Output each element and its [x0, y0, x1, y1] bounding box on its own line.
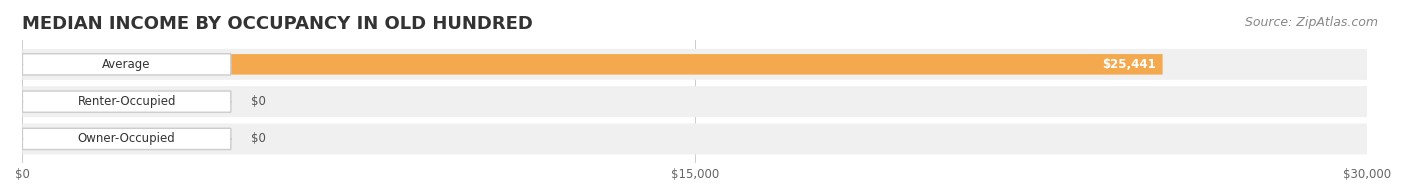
- Text: $25,441: $25,441: [1102, 58, 1156, 71]
- Text: $0: $0: [252, 132, 266, 145]
- FancyBboxPatch shape: [22, 123, 1367, 154]
- FancyBboxPatch shape: [22, 86, 1367, 117]
- Text: Owner-Occupied: Owner-Occupied: [77, 132, 176, 145]
- Text: Average: Average: [103, 58, 150, 71]
- FancyBboxPatch shape: [22, 54, 1163, 75]
- FancyBboxPatch shape: [22, 49, 1367, 80]
- Text: MEDIAN INCOME BY OCCUPANCY IN OLD HUNDRED: MEDIAN INCOME BY OCCUPANCY IN OLD HUNDRE…: [22, 15, 533, 33]
- FancyBboxPatch shape: [22, 91, 231, 112]
- Text: Source: ZipAtlas.com: Source: ZipAtlas.com: [1244, 16, 1378, 29]
- FancyBboxPatch shape: [22, 128, 231, 150]
- Text: $0: $0: [252, 95, 266, 108]
- Text: Renter-Occupied: Renter-Occupied: [77, 95, 176, 108]
- FancyBboxPatch shape: [22, 54, 231, 75]
- FancyBboxPatch shape: [22, 91, 42, 112]
- FancyBboxPatch shape: [22, 129, 42, 149]
